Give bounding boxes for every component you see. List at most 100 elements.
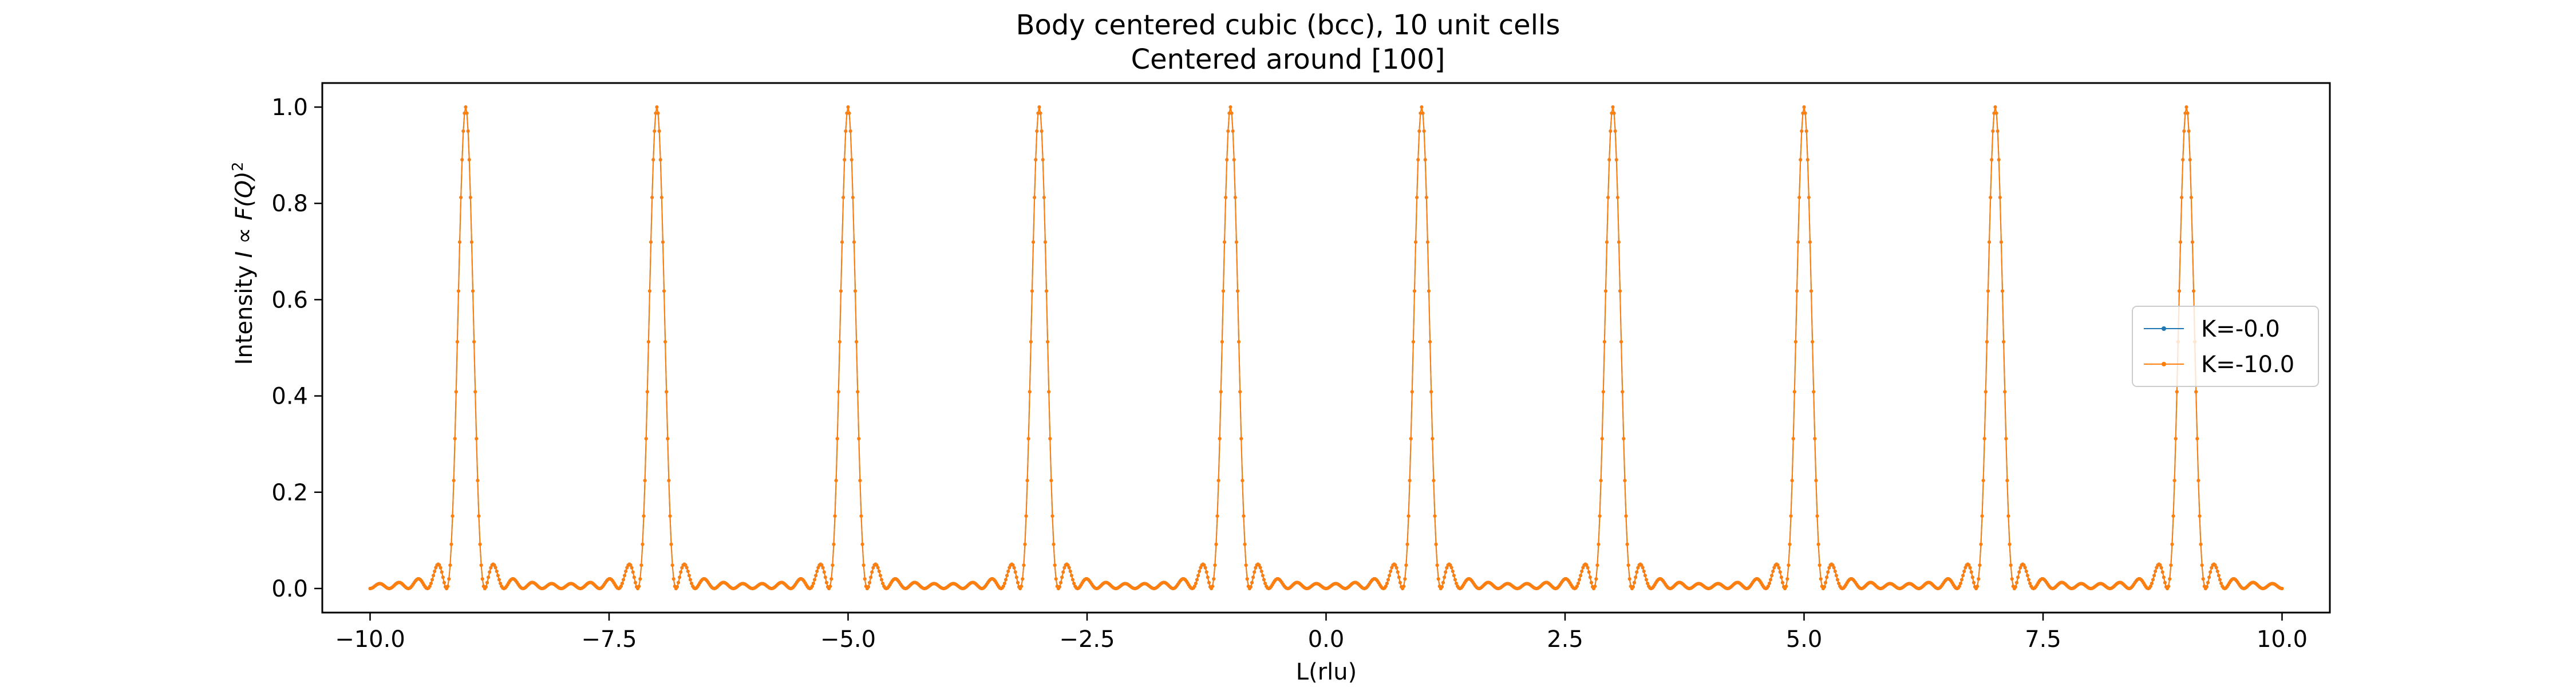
data-point: [1834, 574, 1838, 578]
data-point: [1423, 158, 1427, 162]
data-point: [1646, 582, 1650, 586]
data-point: [851, 195, 855, 199]
data-point: [857, 437, 861, 441]
series-k10: [368, 105, 2284, 590]
data-point: [1449, 566, 1453, 570]
data-point: [1619, 340, 1623, 344]
data-point: [1635, 570, 1639, 574]
data-point: [1069, 574, 1073, 578]
data-point: [836, 390, 840, 394]
data-point: [829, 577, 833, 581]
data-point: [1960, 578, 1964, 582]
data-point: [654, 111, 658, 115]
data-point: [487, 575, 491, 579]
data-point: [1060, 575, 1064, 579]
data-point: [480, 577, 484, 581]
data-point: [1813, 437, 1817, 441]
data-point: [2009, 563, 2013, 567]
data-point: [458, 240, 462, 244]
data-point: [1062, 566, 1066, 570]
data-point: [2204, 585, 2208, 589]
data-point: [1207, 581, 1211, 585]
data-point: [1598, 514, 1602, 518]
data-point: [1602, 340, 1606, 344]
data-point: [678, 575, 682, 579]
data-point: [810, 584, 814, 588]
data-point: [845, 111, 849, 115]
data-point: [1445, 566, 1449, 570]
data-point: [1998, 195, 2002, 199]
data-point: [1421, 111, 1425, 115]
data-point: [1606, 195, 1610, 199]
data-point: [1833, 569, 1837, 573]
data-point: [1384, 584, 1388, 588]
data-point: [1254, 566, 1258, 570]
data-point: [1771, 569, 1775, 573]
data-point: [1968, 566, 1972, 570]
data-point: [1397, 575, 1401, 579]
data-point: [453, 437, 457, 441]
legend: K=-0.0 K=-10.0: [2132, 306, 2319, 387]
data-point: [1013, 570, 1017, 574]
data-point: [2219, 582, 2223, 586]
data-point: [1037, 105, 1041, 109]
data-point: [1016, 581, 1020, 585]
data-point: [2201, 577, 2205, 581]
data-point: [1198, 569, 1202, 573]
data-point: [442, 581, 446, 585]
data-point: [844, 129, 848, 133]
data-point: [475, 437, 479, 441]
data-point: [1232, 158, 1236, 162]
data-point: [2181, 158, 2185, 162]
data-point: [1969, 570, 1973, 574]
data-point: [467, 158, 471, 162]
data-point: [1415, 195, 1419, 199]
data-point: [1800, 129, 1804, 133]
data-point: [1992, 111, 1996, 115]
data-point: [1251, 575, 1255, 579]
data-point: [1793, 340, 1797, 344]
data-point: [497, 578, 501, 582]
data-point: [863, 577, 867, 581]
data-point: [1045, 289, 1049, 293]
data-point: [1586, 566, 1590, 570]
data-point: [823, 575, 827, 579]
data-point: [1819, 577, 1823, 581]
data-point: [1436, 577, 1440, 581]
data-point: [1588, 575, 1592, 579]
data-point: [822, 570, 826, 574]
data-point: [1230, 111, 1234, 115]
data-point: [1789, 514, 1793, 518]
data-point: [2028, 582, 2032, 586]
data-point: [1004, 578, 1008, 582]
plot-area: [321, 82, 2331, 614]
data-point: [2168, 577, 2172, 581]
data-point: [452, 479, 456, 483]
data-point: [837, 340, 841, 344]
data-point: [2158, 563, 2162, 567]
data-point: [2154, 569, 2158, 573]
data-point: [1220, 340, 1224, 344]
data-point: [1225, 158, 1229, 162]
data-point: [690, 582, 694, 586]
data-point: [1625, 542, 1629, 546]
data-point: [1403, 577, 1407, 581]
data-point: [856, 390, 860, 394]
data-point: [1049, 479, 1053, 483]
data-point: [1042, 195, 1046, 199]
data-point: [881, 582, 885, 586]
data-point: [2001, 289, 2005, 293]
data-point: [1609, 129, 1613, 133]
data-point: [1982, 437, 1986, 441]
data-point: [1002, 582, 1006, 586]
data-point: [821, 566, 825, 570]
data-point: [671, 577, 675, 581]
data-point: [1214, 542, 1218, 546]
data-point: [448, 563, 452, 567]
data-point: [1398, 581, 1402, 585]
data-point: [1443, 575, 1447, 579]
data-point: [2159, 566, 2163, 570]
data-point: [1196, 574, 1200, 578]
data-point: [1202, 563, 1206, 567]
data-point: [651, 158, 655, 162]
